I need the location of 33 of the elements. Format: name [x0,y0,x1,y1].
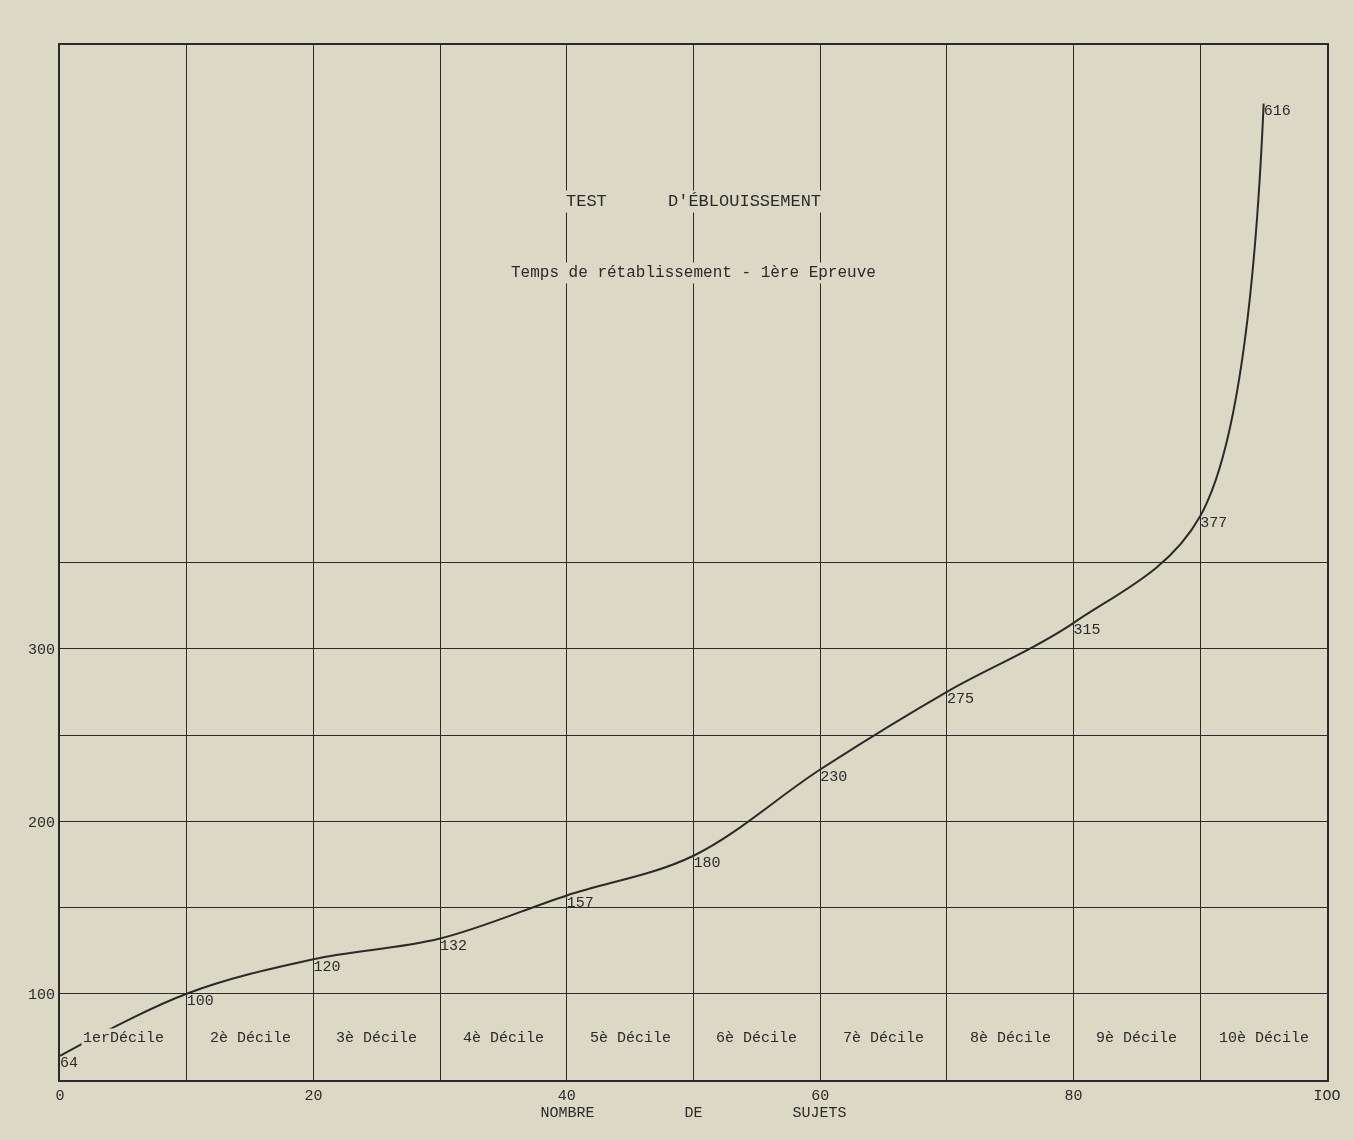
x-tick-label: IOO [1313,1088,1341,1105]
annotation: 9è Décile [1096,1030,1178,1047]
x-tick-label: 20 [304,1088,323,1105]
text: TEST D'ÉBLOUISSEMENT [566,192,822,211]
data-label: 120 [313,958,341,976]
text: Temps de rétablissement - 1ère Epreuve [511,264,876,282]
annotation: 8è Décile [970,1030,1052,1047]
y-tick-label: 300 [27,642,55,659]
y-tick-label: 200 [27,814,55,832]
data-label: 157 [566,894,594,912]
annotation: 10è Décile [1219,1030,1310,1047]
data-label: 315 [1073,622,1101,640]
annotation: 5è Décile [590,1030,672,1047]
x-tick-label: 0 [55,1088,65,1105]
data-label: 230 [820,768,848,786]
x-tick-label: 80 [1064,1088,1083,1105]
annotation: 3è Décile [336,1030,418,1047]
annotation: 7è Décile [843,1030,925,1047]
x-axis-title: NOMBRE DE SUJETS [540,1105,847,1122]
data-label: 377 [1200,515,1228,533]
annotation: 4è Décile [463,1030,545,1047]
annotation: 1erDécile [83,1030,165,1047]
data-label: 64 [60,1055,79,1073]
data-label: 100 [186,993,214,1010]
annotation: 2è Décile [210,1030,292,1047]
y-tick-label: 100 [27,987,55,1004]
x-tick-label: 60 [811,1088,830,1105]
data-label: 275 [946,691,974,709]
annotation: 6è Décile [716,1030,798,1047]
data-label: 616 [1263,102,1291,120]
data-label: 132 [440,937,468,955]
x-tick-label: 40 [557,1088,576,1105]
data-label: 180 [693,855,721,872]
